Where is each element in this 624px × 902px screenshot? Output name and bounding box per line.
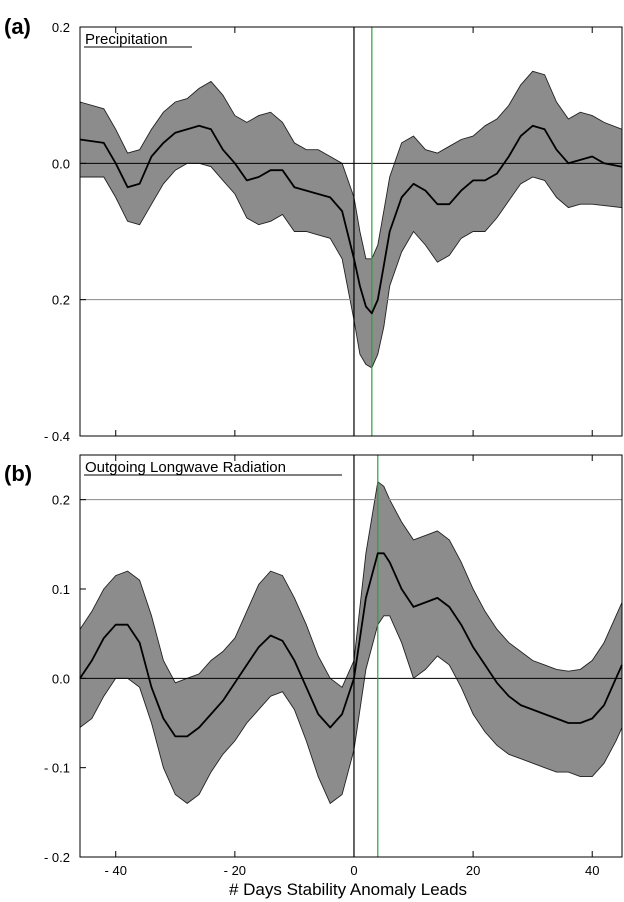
panel-b-confidence-band <box>79 480 623 805</box>
x-tick-label: 0 <box>350 863 357 878</box>
panel-a-frame <box>79 26 623 437</box>
panel-a-label: (a) <box>4 14 31 39</box>
panel-b: (b) 0.2 0.1 0.0 - 0.1 - 0.2 Outgoing Longwave… <box>4 454 623 865</box>
x-tick-label: 20 <box>466 863 480 878</box>
panel-a-y-tick-label: 0.2 <box>52 293 70 308</box>
panel-a-mean-line <box>79 124 623 315</box>
panel-a-y-tick-label: 0.2 <box>52 20 70 35</box>
x-axis-title: # Days Stability Anomaly Leads <box>229 880 467 899</box>
panel-a: (a) 0.2 0.0 0.2 - 0.4 Precipitation <box>4 14 623 444</box>
x-tick-label: 40 <box>585 863 599 878</box>
panel-b-y-tick-label: 0.0 <box>52 671 70 686</box>
panel-b-y-tick-label: 0.2 <box>52 493 70 508</box>
panel-a-title: Precipitation <box>85 31 168 48</box>
x-tick-label: - 20 <box>224 863 246 878</box>
panel-b-frame <box>79 454 623 858</box>
panel-b-y-tick-label: - 0.2 <box>44 850 70 865</box>
panel-a-y-tick-label: - 0.4 <box>44 429 70 444</box>
panel-b-label: (b) <box>4 461 32 486</box>
panel-b-y-tick-label: 0.1 <box>52 582 70 597</box>
panel-b-title: Outgoing Longwave Radiation <box>85 459 286 476</box>
x-tick-label: - 40 <box>105 863 127 878</box>
panel-b-mean-line <box>79 552 623 738</box>
panel-b-y-tick-label: - 0.1 <box>44 761 70 776</box>
panel-a-y-tick-label: 0.0 <box>52 156 70 171</box>
panel-a-confidence-band <box>79 70 623 369</box>
